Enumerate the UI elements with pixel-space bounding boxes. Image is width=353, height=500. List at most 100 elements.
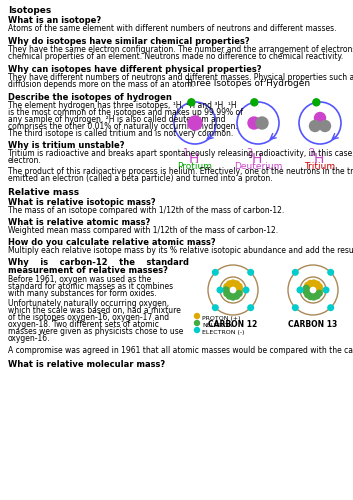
Circle shape — [213, 305, 218, 310]
Text: which the scale was based on, had a mixture: which the scale was based on, had a mixt… — [8, 306, 181, 315]
Text: Weighted mean mass compared with 1/12th of the mass of carbon-12.: Weighted mean mass compared with 1/12th … — [8, 226, 278, 235]
Text: masses were given as physicists chose to use: masses were given as physicists chose to… — [8, 327, 183, 336]
Text: NEUTRON: NEUTRON — [202, 323, 233, 328]
Text: Why    is    carbon-12    the    standard: Why is carbon-12 the standard — [8, 258, 189, 267]
Circle shape — [313, 99, 320, 106]
Circle shape — [307, 280, 313, 286]
Text: CARBON 12: CARBON 12 — [208, 320, 258, 329]
Circle shape — [223, 287, 229, 293]
Text: Deuterium: Deuterium — [234, 162, 282, 171]
Text: Unfortunately naturally occurring oxygen,: Unfortunately naturally occurring oxygen… — [8, 299, 169, 308]
Circle shape — [310, 120, 321, 132]
Text: They have different numbers of neutrons and different masses. Physical propertie: They have different numbers of neutrons … — [8, 73, 353, 82]
Text: any sample of hydrogen. ²H is also called deuterium and: any sample of hydrogen. ²H is also calle… — [8, 115, 226, 124]
Text: Tritium: Tritium — [304, 162, 336, 171]
Text: measurement of relative masses?: measurement of relative masses? — [8, 266, 168, 275]
Circle shape — [236, 290, 242, 296]
Circle shape — [316, 284, 322, 290]
Text: ELECTRON (-): ELECTRON (-) — [202, 330, 245, 335]
Circle shape — [224, 290, 230, 296]
Circle shape — [317, 287, 323, 293]
Circle shape — [293, 270, 298, 275]
Text: What is relative isotopic mass?: What is relative isotopic mass? — [8, 198, 156, 207]
Text: What is relative atomic mass?: What is relative atomic mass? — [8, 218, 150, 227]
Text: What is relative molecular mass?: What is relative molecular mass? — [8, 360, 165, 369]
Circle shape — [227, 293, 233, 299]
Circle shape — [227, 281, 233, 287]
Circle shape — [303, 288, 309, 294]
Text: diffusion depends more on the mass of an atom.: diffusion depends more on the mass of an… — [8, 80, 194, 89]
Circle shape — [328, 305, 334, 310]
Text: Why do isotopes have similar chemical properties?: Why do isotopes have similar chemical pr… — [8, 37, 250, 46]
Circle shape — [248, 270, 253, 275]
Text: The product of this radioactive process is helium. Effectively, one of the neutr: The product of this radioactive process … — [8, 167, 353, 176]
Circle shape — [293, 305, 298, 310]
Circle shape — [230, 294, 236, 300]
Text: What is an isotope?: What is an isotope? — [8, 16, 101, 25]
Text: Multiply each relative isotope mass by its % relative isotopic abundance and add: Multiply each relative isotope mass by i… — [8, 246, 353, 255]
Circle shape — [303, 286, 309, 292]
Text: They have the same electron configuration. The number and the arrangement of ele: They have the same electron configuratio… — [8, 45, 353, 54]
Circle shape — [213, 270, 218, 275]
Text: Three Isotopes of Hydrogen: Three Isotopes of Hydrogen — [185, 79, 310, 88]
Circle shape — [195, 320, 199, 326]
Circle shape — [233, 293, 239, 299]
Circle shape — [188, 116, 202, 130]
Circle shape — [237, 287, 243, 293]
Circle shape — [256, 117, 268, 129]
Text: of the isotopes oxygen-16, oxygen-17 and: of the isotopes oxygen-16, oxygen-17 and — [8, 313, 169, 322]
Text: electron.: electron. — [8, 156, 42, 165]
Circle shape — [297, 287, 303, 293]
Text: comprises the other 0.01% of naturally occurring hydrogen.: comprises the other 0.01% of naturally o… — [8, 122, 238, 131]
Text: H: H — [252, 152, 262, 166]
Text: How do you calculate relative atomic mass?: How do you calculate relative atomic mas… — [8, 238, 216, 247]
Circle shape — [319, 120, 330, 132]
Text: PROTON (+): PROTON (+) — [202, 316, 240, 321]
Circle shape — [230, 280, 236, 286]
Circle shape — [251, 99, 258, 106]
Circle shape — [248, 117, 260, 129]
Text: Why can isotopes have different physical properties?: Why can isotopes have different physical… — [8, 65, 262, 74]
Text: The third isotope is called tritium and is not very common.: The third isotope is called tritium and … — [8, 129, 233, 138]
Text: Relative mass: Relative mass — [8, 188, 79, 197]
Text: Why is tritium unstable?: Why is tritium unstable? — [8, 141, 125, 150]
Circle shape — [188, 99, 195, 106]
Text: 2: 2 — [246, 148, 252, 158]
Circle shape — [233, 281, 239, 287]
Circle shape — [195, 328, 199, 332]
Circle shape — [311, 294, 317, 300]
Text: with many substances for form oxides.: with many substances for form oxides. — [8, 289, 157, 298]
Text: 3: 3 — [308, 148, 314, 158]
Circle shape — [314, 281, 320, 287]
Circle shape — [236, 284, 242, 290]
Text: Isotopes: Isotopes — [8, 6, 51, 15]
Text: oxygen-18. Two different sets of atomic: oxygen-18. Two different sets of atomic — [8, 320, 159, 329]
Circle shape — [315, 112, 325, 124]
Circle shape — [217, 287, 223, 293]
Text: The element hydrogen has three isotopes, ¹H, ²H and ³H. ¹H: The element hydrogen has three isotopes,… — [8, 101, 237, 110]
Circle shape — [224, 284, 230, 290]
Circle shape — [328, 270, 334, 275]
Circle shape — [316, 290, 322, 296]
Circle shape — [323, 287, 329, 293]
Circle shape — [195, 314, 199, 318]
Circle shape — [243, 287, 249, 293]
Text: Before 1961, oxygen was used as the: Before 1961, oxygen was used as the — [8, 275, 151, 284]
Text: Protium: Protium — [178, 162, 213, 171]
Text: Describe the isotopes of hydrogen: Describe the isotopes of hydrogen — [8, 93, 172, 102]
Circle shape — [311, 280, 317, 286]
Circle shape — [305, 292, 311, 298]
Text: CARBON 13: CARBON 13 — [288, 320, 337, 329]
Circle shape — [314, 293, 320, 299]
Text: H: H — [314, 152, 324, 166]
Text: H: H — [189, 152, 199, 166]
Text: is the most common of the isotopes and makes up 99.99% of: is the most common of the isotopes and m… — [8, 108, 243, 117]
Circle shape — [307, 294, 313, 300]
Text: oxygen-16.: oxygen-16. — [8, 334, 50, 343]
Text: The mass of an isotope compared with 1/12th of the mass of carbon-12.: The mass of an isotope compared with 1/1… — [8, 206, 284, 215]
Text: Tritium is radioactive and breaks apart spontaneously releasing radioactivity, i: Tritium is radioactive and breaks apart … — [8, 149, 353, 158]
Text: standard for atomic masses as it combines: standard for atomic masses as it combine… — [8, 282, 173, 291]
Text: emitted an electron (called a beta particle) and turned into a proton.: emitted an electron (called a beta parti… — [8, 174, 273, 183]
Text: 1: 1 — [183, 148, 189, 158]
Text: A compromise was agreed in 1961 that all atomic masses would be compared with th: A compromise was agreed in 1961 that all… — [8, 346, 353, 355]
